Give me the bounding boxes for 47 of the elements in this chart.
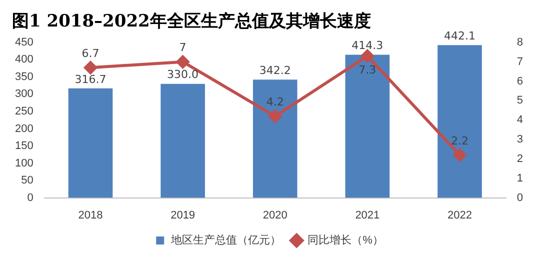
- y2-tick-label: 1: [516, 172, 524, 184]
- y-tick-label: 250: [14, 106, 34, 118]
- x-tick-label: 2021: [355, 209, 380, 222]
- x-tick-label: 2018: [78, 209, 103, 222]
- data-label: 414.3: [352, 39, 384, 52]
- y2-tick-label: 2: [516, 152, 524, 165]
- bar: [252, 80, 298, 198]
- x-tick-label: 2020: [262, 209, 288, 222]
- bar: [438, 45, 482, 198]
- legend-label: 地区生产总值（亿元）: [170, 234, 282, 247]
- chart-title: 图1 2018–2022年全区生产总值及其增长速度: [12, 12, 371, 32]
- bar: [160, 84, 205, 198]
- y-tick-label: 0: [27, 192, 34, 204]
- data-label: 316.7: [74, 72, 106, 86]
- y2-tick-label: 5: [516, 94, 524, 107]
- x-tick-label: 2022: [447, 209, 472, 222]
- bar: [68, 88, 113, 198]
- y2-tick-label: 8: [516, 36, 524, 48]
- data-label: 4.2: [266, 96, 284, 109]
- legend-label: 同比增长（%）: [308, 234, 384, 247]
- y-tick-label: 450: [14, 36, 34, 48]
- data-label: 2.2: [450, 134, 468, 148]
- data-label: 342.2: [259, 64, 291, 77]
- y-tick-label: 150: [14, 140, 34, 152]
- y-tick-label: 300: [14, 88, 34, 100]
- y-tick-label: 350: [14, 70, 34, 83]
- data-label: 442.1: [444, 29, 476, 42]
- data-label: 6.7: [82, 47, 100, 60]
- y-tick-label: 50: [21, 174, 34, 187]
- y-tick-label: 400: [14, 54, 34, 66]
- y2-tick-label: 7: [516, 56, 524, 68]
- data-label: 7.3: [358, 63, 376, 76]
- point: [268, 110, 282, 123]
- y2-tick-label: 4: [516, 114, 524, 126]
- bar: [345, 54, 390, 198]
- point: [176, 55, 190, 68]
- y-tick-label: 200: [14, 122, 34, 135]
- x-tick-label: 2019: [170, 209, 196, 222]
- y2-tick-label: 3: [516, 134, 524, 146]
- y2-tick-label: 6: [516, 75, 524, 88]
- data-label: 330.0: [167, 68, 199, 82]
- y-tick-label: 100: [14, 157, 34, 170]
- point: [453, 148, 466, 162]
- point: [360, 50, 374, 62]
- y2-tick-label: 0: [516, 192, 524, 204]
- data-label: 7: [179, 41, 186, 54]
- point: [84, 61, 98, 74]
